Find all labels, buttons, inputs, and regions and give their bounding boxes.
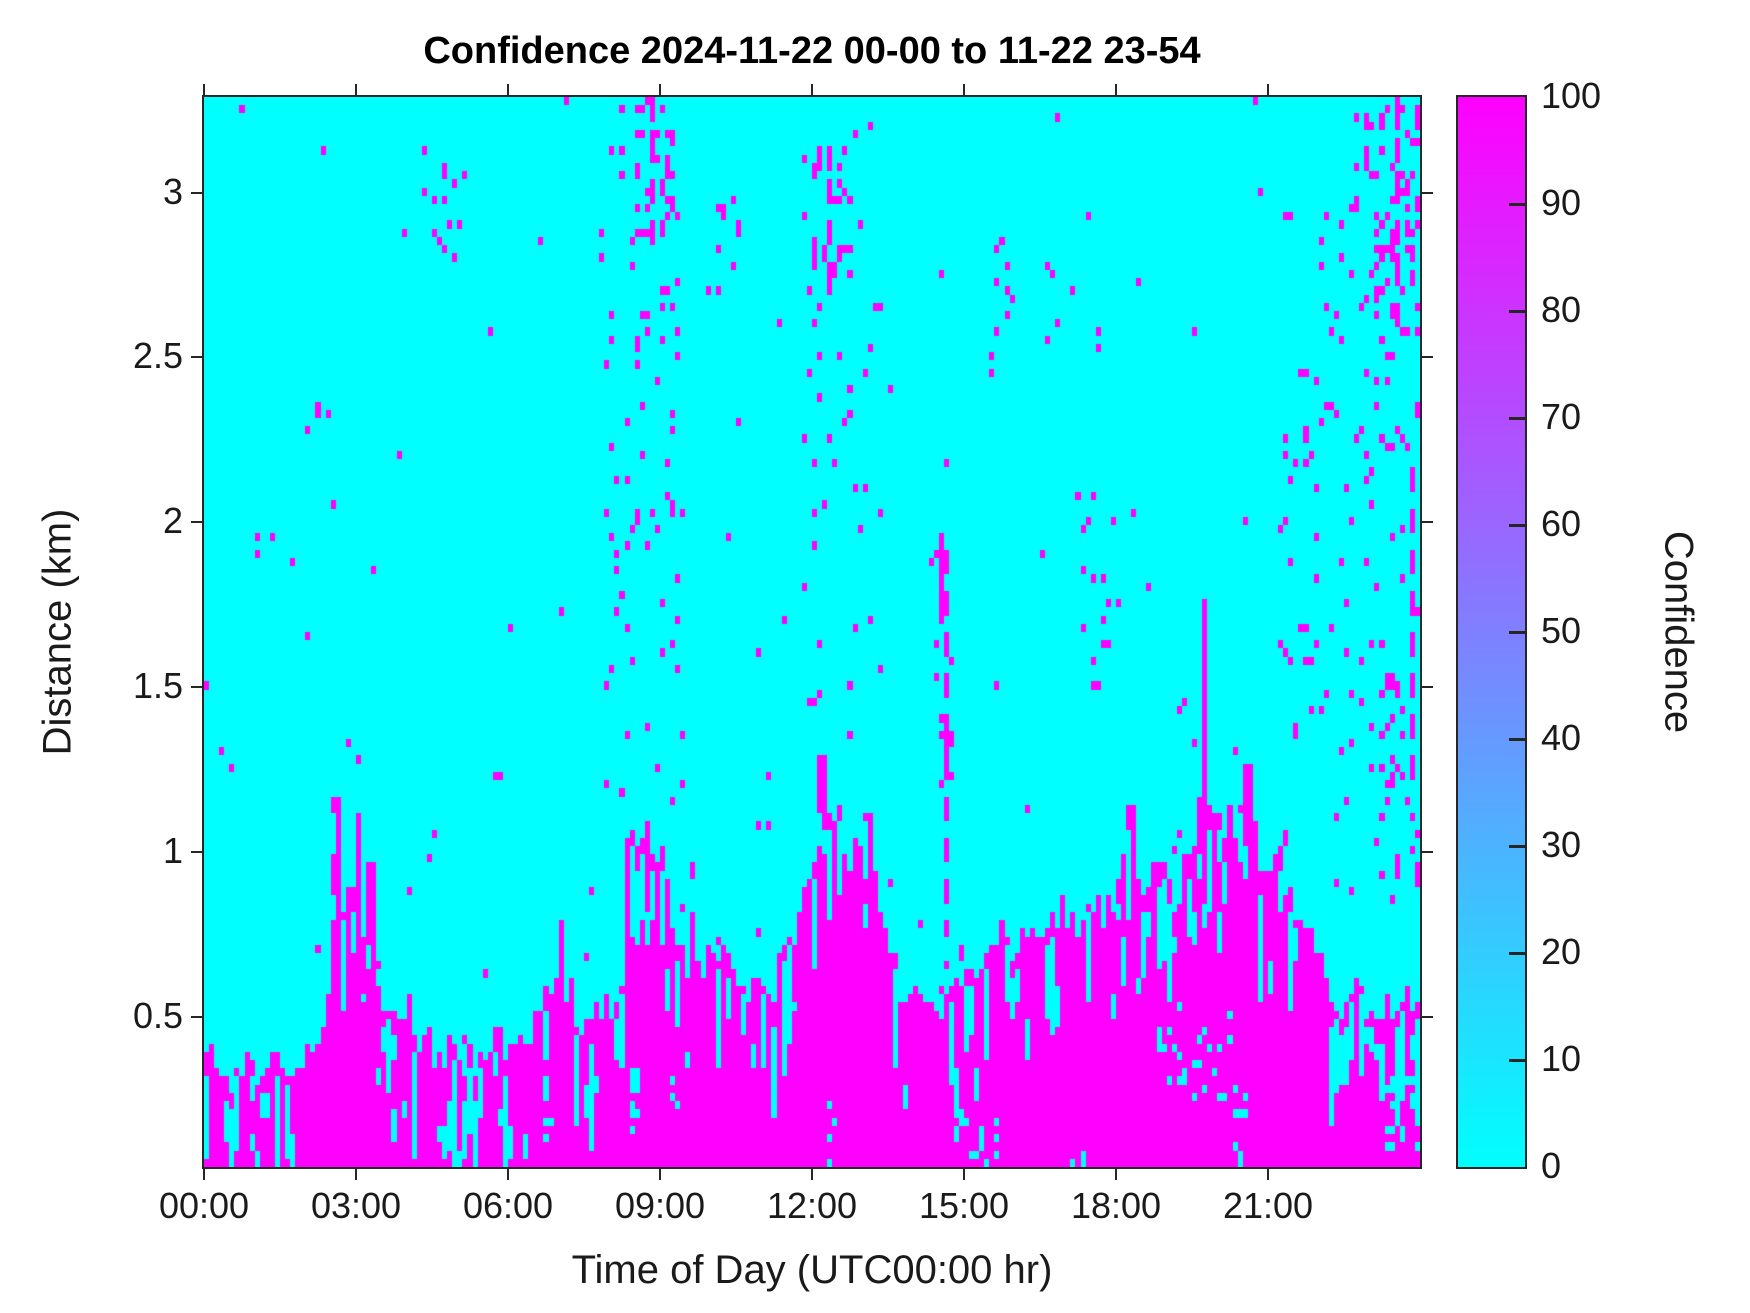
x-tick <box>355 1167 357 1180</box>
y-tick <box>191 686 204 689</box>
colorbar-tick-label: 60 <box>1541 503 1582 544</box>
x-tick-label: 09:00 <box>614 1185 706 1226</box>
x-tick <box>203 1167 205 1180</box>
y-tick-right <box>1420 851 1433 854</box>
y-tick-label: 1 <box>162 830 183 872</box>
x-tick-top <box>203 84 205 97</box>
x-tick-label: 06:00 <box>462 1185 554 1226</box>
x-tick-top <box>659 84 661 97</box>
x-tick <box>659 1167 661 1180</box>
x-tick <box>1115 1167 1117 1180</box>
y-tick-right <box>1420 191 1433 194</box>
x-tick-label: 03:00 <box>310 1185 402 1226</box>
x-tick-label: 21:00 <box>1222 1185 1314 1226</box>
y-tick-label: 2.5 <box>132 335 183 377</box>
colorbar-tick <box>1509 951 1525 955</box>
y-tick <box>191 191 204 194</box>
plot-title: Confidence 2024-11-22 00-00 to 11-22 23-… <box>423 30 1201 72</box>
y-tick <box>191 1015 204 1018</box>
y-tick-right <box>1420 356 1433 359</box>
y-tick <box>191 356 204 359</box>
y-tick <box>191 521 204 524</box>
colorbar-tick-label: 90 <box>1541 182 1582 223</box>
colorbar-tick-label: 70 <box>1541 396 1582 437</box>
colorbar-label: Confidence <box>1656 530 1701 734</box>
x-axis-label: Time of Day (UTC00:00 hr) <box>571 1248 1053 1292</box>
y-tick-label: 1.5 <box>132 665 183 707</box>
colorbar-tick-label: 80 <box>1541 289 1582 330</box>
x-tick-label: 12:00 <box>766 1185 858 1226</box>
y-tick-label: 0.5 <box>132 994 183 1036</box>
x-tick <box>963 1167 965 1180</box>
y-tick-right <box>1420 521 1433 524</box>
y-tick-right <box>1420 1015 1433 1018</box>
colorbar-tick <box>1509 630 1525 634</box>
y-tick <box>191 851 204 854</box>
colorbar-tick-label: 0 <box>1541 1145 1562 1186</box>
x-tick-label: 15:00 <box>918 1185 1010 1226</box>
x-tick-top <box>811 84 813 97</box>
colorbar-tick-label: 30 <box>1541 824 1582 865</box>
x-tick-top <box>1115 84 1117 97</box>
colorbar-tick-label: 100 <box>1541 75 1602 116</box>
colorbar-tick-label: 50 <box>1541 610 1582 651</box>
x-tick <box>1267 1167 1269 1180</box>
colorbar-tick <box>1509 523 1525 527</box>
colorbar-tick <box>1509 844 1525 848</box>
x-tick-label: 00:00 <box>158 1185 250 1226</box>
y-tick-label: 3 <box>162 170 183 212</box>
y-axis-label: Distance (km) <box>35 508 80 756</box>
plot-axes-box <box>202 95 1422 1169</box>
colorbar-tick-label: 20 <box>1541 931 1582 972</box>
colorbar-tick-label: 40 <box>1541 717 1582 758</box>
x-tick-top <box>355 84 357 97</box>
x-tick <box>811 1167 813 1180</box>
x-tick-top <box>1267 84 1269 97</box>
heatmap-canvas <box>204 97 1420 1167</box>
y-tick-label: 2 <box>162 500 183 542</box>
colorbar-tick <box>1509 309 1525 313</box>
y-tick-right <box>1420 686 1433 689</box>
colorbar-tick-label: 10 <box>1541 1038 1582 1079</box>
colorbar-tick <box>1509 1058 1525 1062</box>
colorbar-tick <box>1509 202 1525 206</box>
x-tick-top <box>507 84 509 97</box>
x-tick-label: 18:00 <box>1070 1185 1162 1226</box>
colorbar-tick <box>1509 737 1525 741</box>
colorbar-tick <box>1509 416 1525 420</box>
x-tick-top <box>963 84 965 97</box>
x-tick <box>507 1167 509 1180</box>
